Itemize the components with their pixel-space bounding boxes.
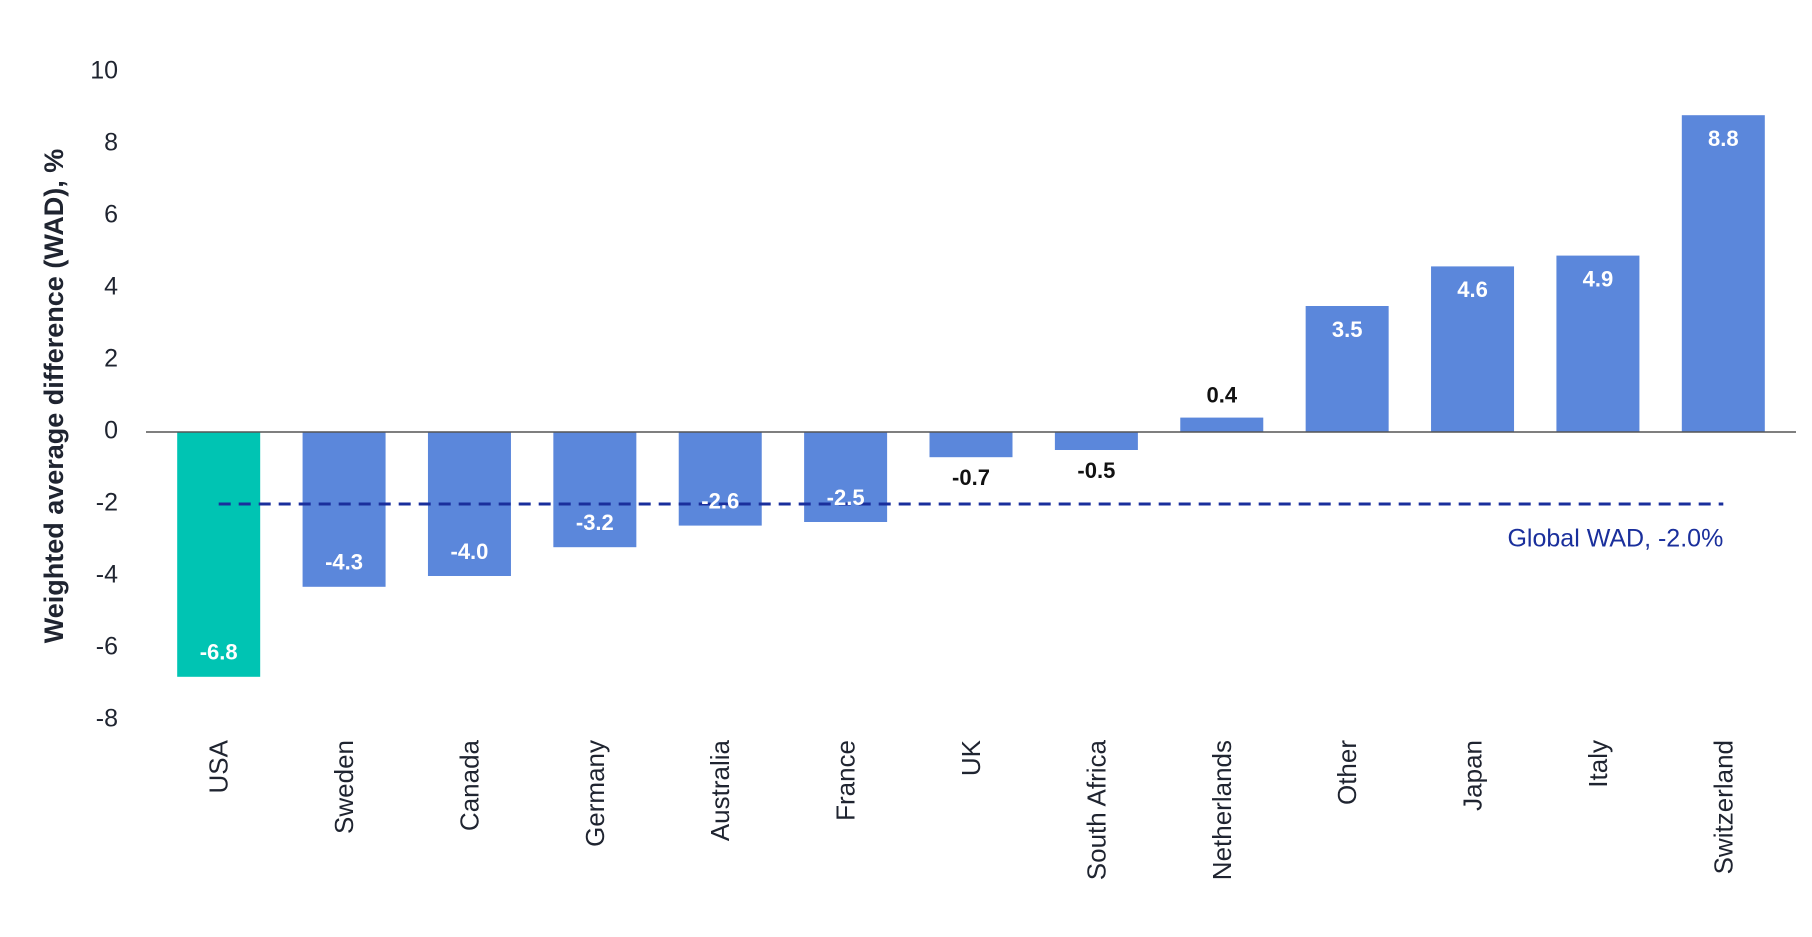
bar-south-africa [1054, 432, 1138, 450]
data-label: -0.5 [1077, 458, 1115, 483]
x-tick-label: Australia [705, 739, 735, 841]
x-tick-label: Sweden [329, 740, 359, 834]
bar-france [804, 432, 888, 522]
x-tick-label: UK [956, 739, 986, 776]
data-label: -2.5 [827, 485, 865, 510]
y-tick-label: 4 [104, 273, 118, 301]
x-tick-label: Other [1332, 740, 1362, 805]
bar-japan [1431, 266, 1515, 432]
y-tick-label: -6 [96, 633, 118, 661]
y-tick-label: 2 [104, 345, 118, 373]
y-tick-label: 8 [104, 129, 118, 157]
bar-germany [553, 432, 637, 548]
data-label: -0.7 [952, 465, 990, 490]
data-label: -3.2 [576, 510, 614, 535]
x-tick-label: Switzerland [1708, 740, 1738, 874]
data-label: 0.4 [1206, 382, 1237, 407]
y-tick-label: -4 [96, 561, 118, 589]
bar-australia [678, 432, 762, 526]
bar-uk [929, 432, 1013, 458]
bar-switzerland [1681, 115, 1765, 432]
reference-line-group: Global WAD, -2.0% [218, 502, 1724, 553]
bar-netherlands [1180, 417, 1264, 432]
data-label: -6.8 [200, 640, 238, 665]
bar-sweden [302, 432, 386, 587]
data-label: 4.9 [1583, 266, 1614, 291]
y-axis-title: Weighted average difference (WAD), % [39, 149, 69, 644]
data-label: 4.6 [1457, 277, 1488, 302]
reference-line-label: Global WAD, -2.0% [1507, 525, 1723, 553]
data-label: -2.6 [701, 488, 739, 513]
y-tick-label: -2 [96, 489, 118, 517]
y-tick-label: -8 [96, 705, 118, 733]
x-tick-label: Italy [1583, 740, 1613, 788]
bars [177, 115, 1765, 677]
data-label: -4.0 [451, 539, 489, 564]
x-axis-category-labels: USA Sweden Canada Germany Australia France UK S… [204, 739, 1739, 880]
x-tick-label: Japan [1458, 740, 1488, 811]
x-tick-label: South Africa [1081, 739, 1111, 880]
data-label: 3.5 [1332, 317, 1363, 342]
bar-usa [177, 432, 261, 677]
x-tick-label: France [831, 740, 861, 821]
y-tick-label: 6 [104, 201, 118, 229]
x-tick-label: USA [204, 739, 234, 793]
y-tick-label: 0 [104, 417, 118, 445]
x-tick-label: Germany [580, 740, 610, 847]
data-label: -4.3 [325, 550, 363, 575]
x-tick-label: Canada [454, 739, 484, 831]
y-tick-label: 10 [90, 57, 118, 85]
bar-italy [1556, 255, 1640, 432]
bar-other [1305, 306, 1389, 432]
x-tick-label: Netherlands [1207, 740, 1237, 880]
data-label: 8.8 [1708, 126, 1739, 151]
y-axis-ticks: 10 8 6 4 2 0 -2 -4 -6 -8 [90, 57, 118, 733]
data-labels: -6.8 -4.3 -4.0 -3.2 -2.6 -2.5 -0.7 -0.5 0.4 3.5 4.… [200, 126, 1739, 665]
